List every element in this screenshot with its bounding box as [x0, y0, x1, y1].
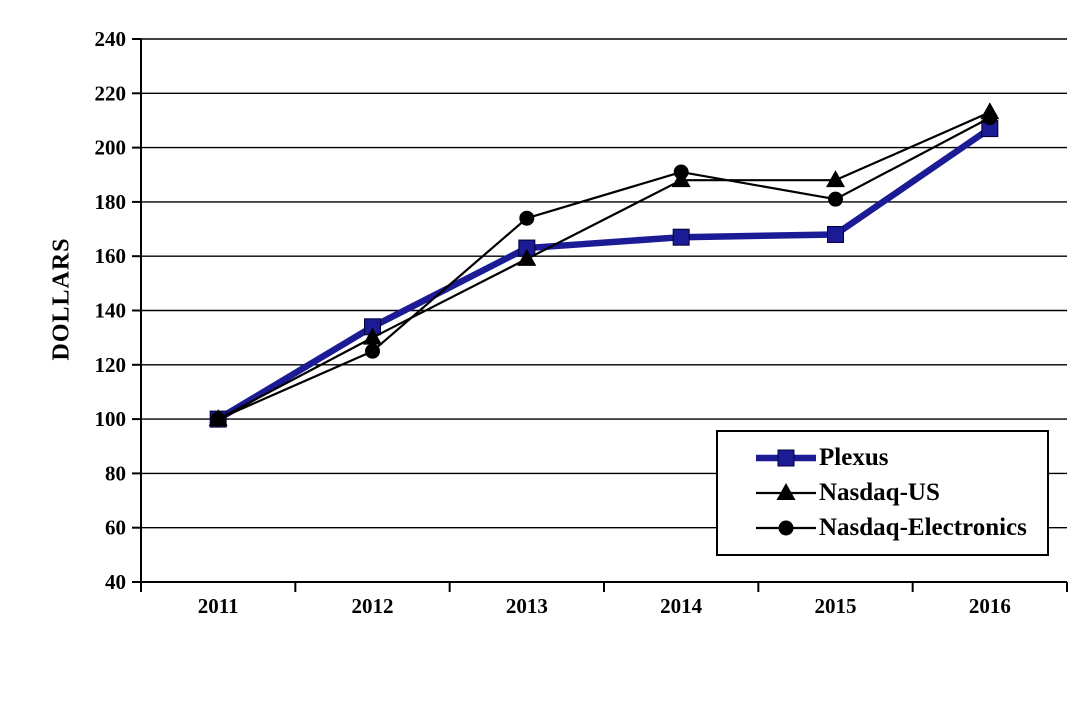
legend-label-nasdaq-electronics: Nasdaq-Electronics: [819, 514, 1027, 542]
series-line-nasdaq-us: [217, 111, 991, 421]
data-point-nasdaq-electronics-2015: [828, 191, 843, 207]
nasdaq-electronics-line-marker-swatch: [756, 520, 816, 536]
data-point-plexus-2015: [827, 225, 844, 243]
series-nasdaq-us: [208, 102, 1000, 427]
x-tick-label: 2011: [198, 594, 239, 618]
y-tick-label: 220: [95, 81, 127, 105]
y-tick-label: 60: [105, 516, 126, 540]
x-tick-label: 2012: [352, 594, 394, 618]
legend-item-nasdaq-us: Nasdaq-US: [754, 479, 1043, 507]
legend-item-nasdaq-electronics: Nasdaq-Electronics: [754, 514, 1043, 542]
data-point-nasdaq-electronics-2012: [365, 343, 380, 359]
legend-marker-nasdaq-electronics: [778, 520, 794, 536]
legend: Plexus Nasdaq-US Nasdaq-Electronics: [716, 430, 1049, 556]
data-point-nasdaq-us-2015: [826, 170, 845, 188]
y-tick-label: 40: [105, 570, 126, 594]
x-tick-label: 2014: [660, 594, 703, 618]
x-tick-label: 2016: [969, 594, 1011, 618]
x-tick-label: 2013: [506, 594, 548, 618]
data-point-nasdaq-us-2013: [517, 248, 537, 266]
data-point-nasdaq-electronics-2014: [673, 164, 689, 180]
data-point-nasdaq-us-2012: [363, 327, 382, 345]
data-point-plexus-2014: [672, 228, 690, 246]
data-point-nasdaq-electronics-2011: [210, 411, 226, 427]
y-tick-label: 80: [105, 461, 126, 485]
plexus-line-marker-swatch: [756, 449, 816, 467]
x-tick-label: 2015: [815, 594, 857, 618]
legend-marker-plexus: [777, 449, 795, 467]
nasdaq-us-line-marker-swatch: [756, 482, 816, 500]
y-tick-label: 200: [95, 136, 127, 160]
y-tick-label: 120: [95, 353, 127, 377]
y-tick-label: 140: [95, 299, 127, 323]
y-axis-title: DOLLARS: [48, 237, 75, 361]
y-tick-label: 240: [95, 27, 127, 51]
y-tick-label: 180: [95, 190, 127, 214]
data-point-nasdaq-electronics-2016: [982, 110, 998, 126]
series-line-plexus: [214, 125, 994, 423]
legend-item-plexus: Plexus: [754, 444, 1043, 472]
y-tick-label: 160: [95, 244, 127, 268]
legend-marker-nasdaq-us: [776, 482, 796, 500]
y-tick-label: 100: [95, 407, 127, 431]
data-point-nasdaq-electronics-2013: [519, 210, 535, 226]
legend-label-plexus: Plexus: [819, 443, 889, 471]
series-line-nasdaq-electronics: [217, 116, 991, 421]
series-plexus: [209, 120, 999, 428]
series-nasdaq-electronics: [210, 110, 998, 427]
legend-label-nasdaq-us: Nasdaq-US: [819, 478, 940, 506]
